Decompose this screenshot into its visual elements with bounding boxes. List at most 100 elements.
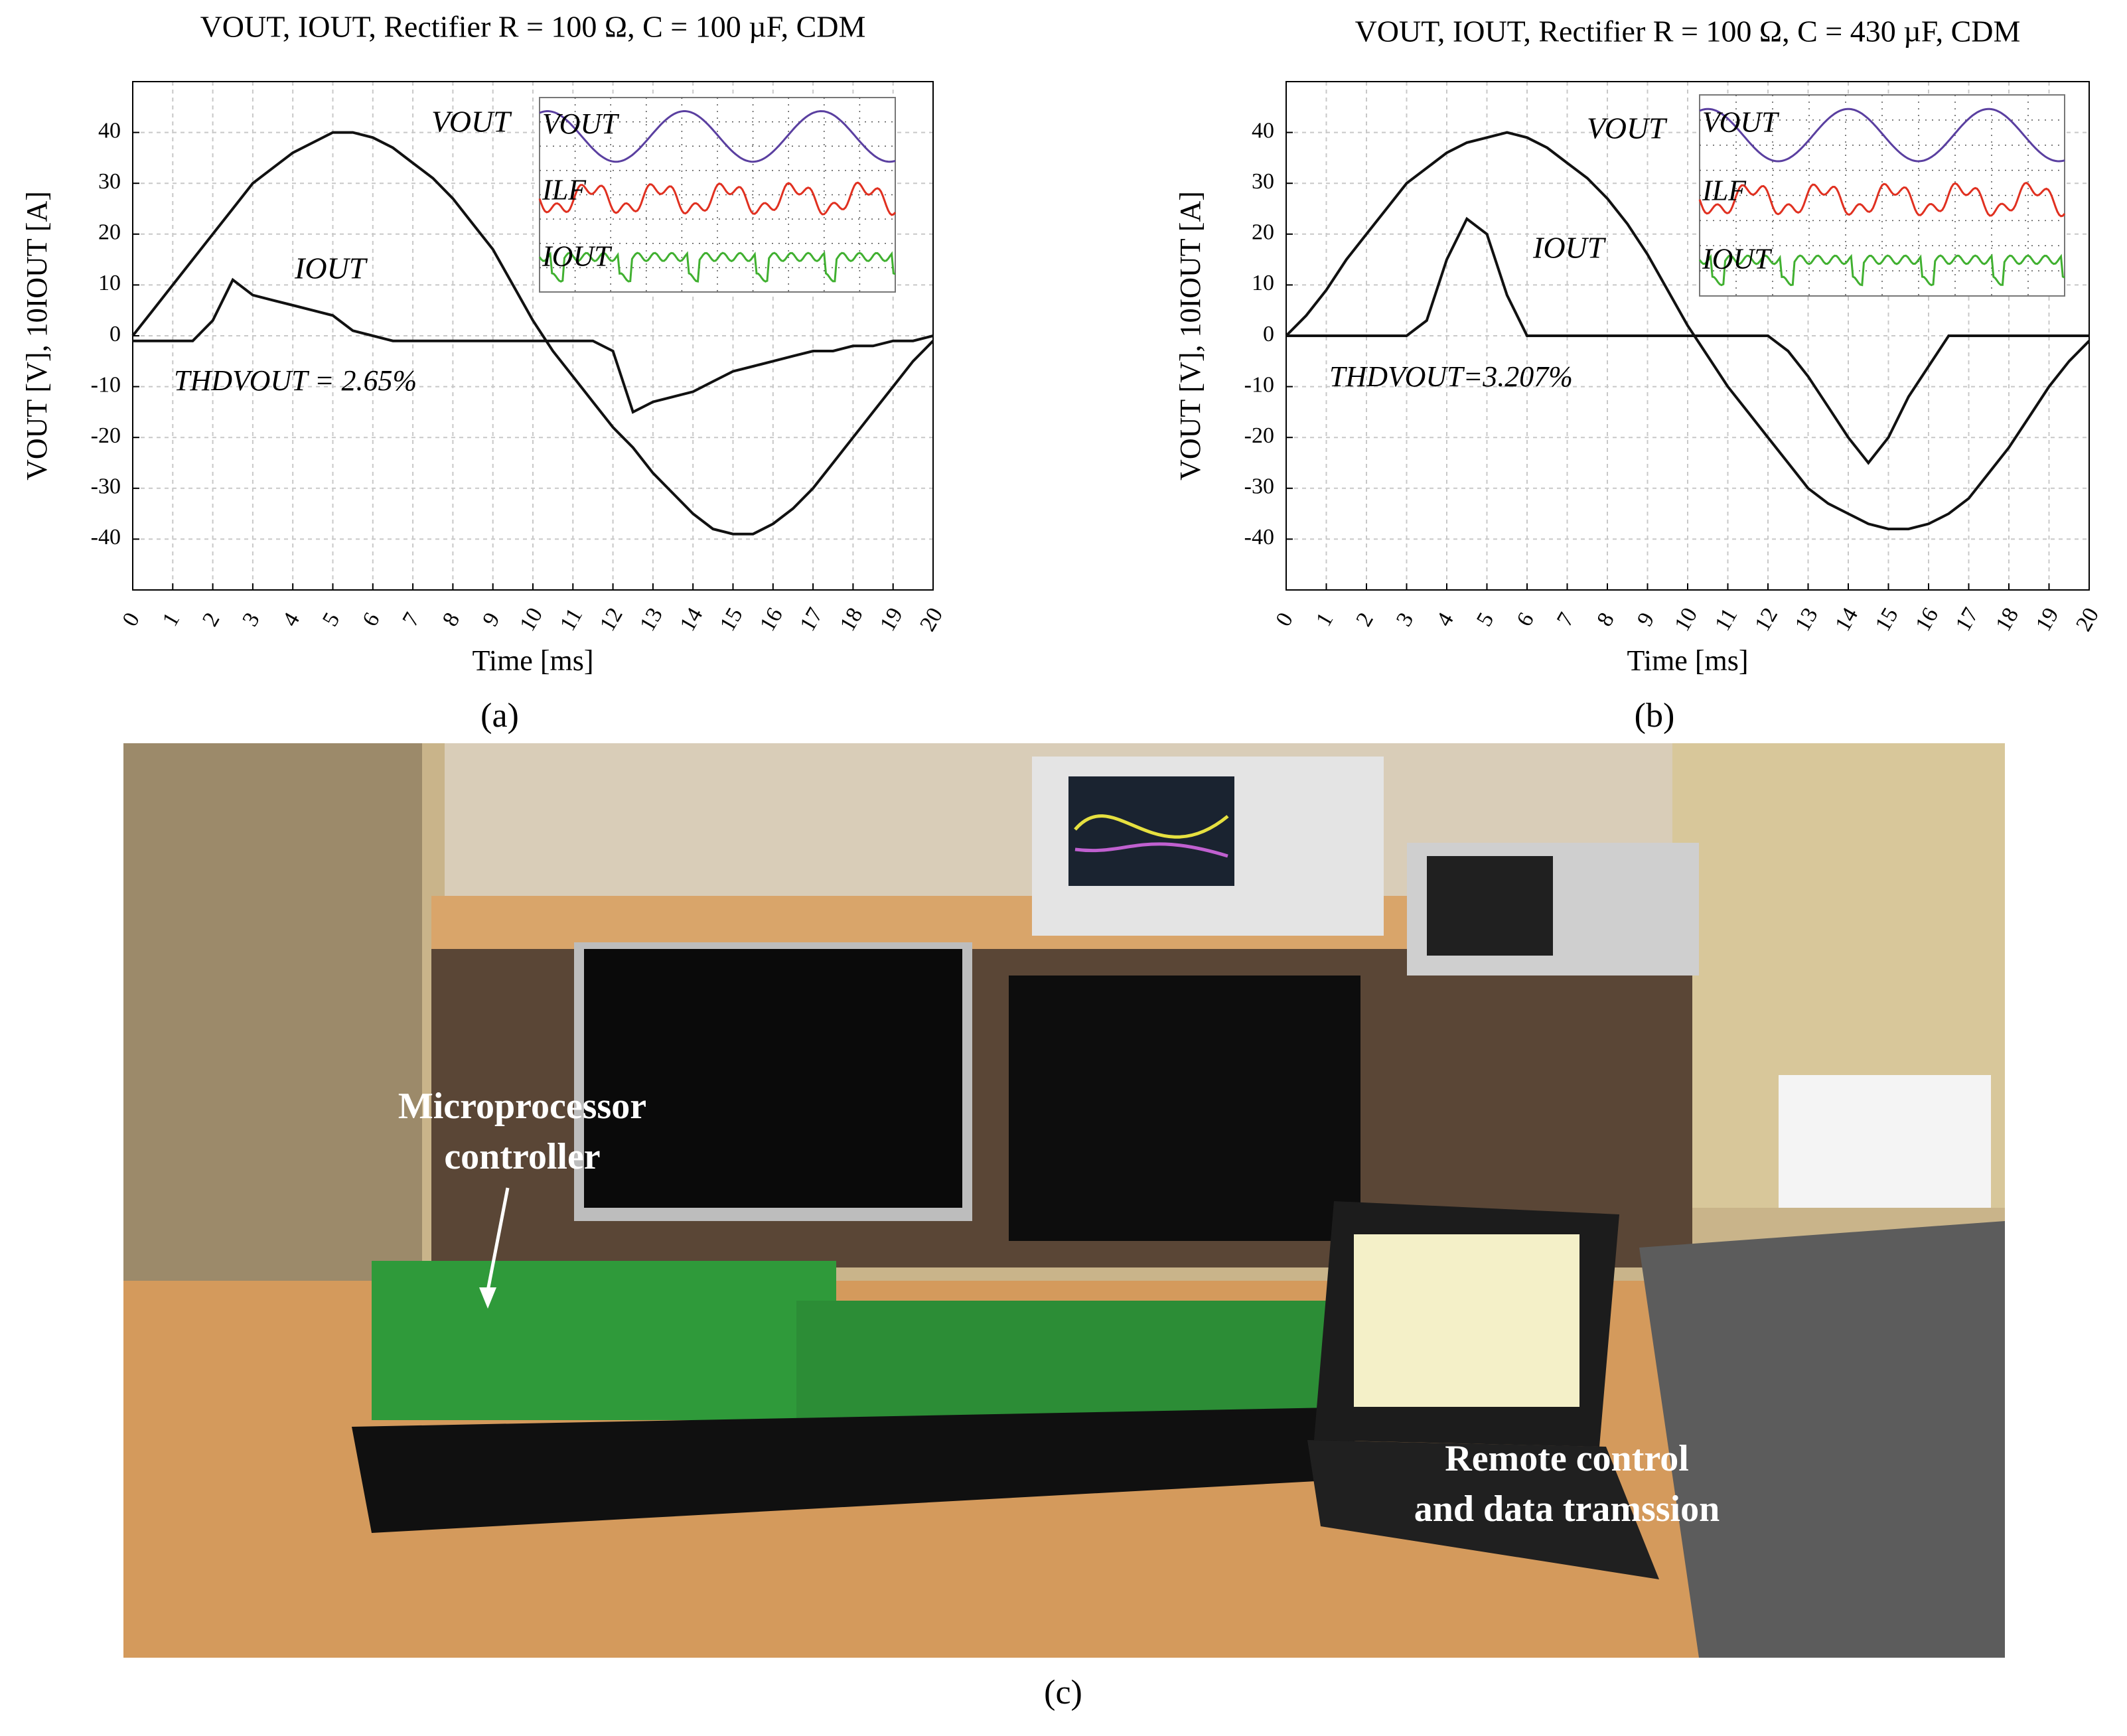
- x-tick-label: 4: [278, 609, 305, 630]
- y-axis-label: VOUT [V], 10IOUT [A]: [1174, 191, 1207, 480]
- y-tick-label: -10: [91, 372, 121, 397]
- y-tick-label: 10: [1252, 271, 1274, 295]
- y-tick-label: 40: [1252, 118, 1274, 143]
- inset-trace: [538, 251, 896, 283]
- series-label: VOUT: [1587, 111, 1668, 145]
- scope-trace: [1074, 842, 1228, 858]
- photo: Microprocessor controller Remote control…: [123, 743, 2005, 1658]
- y-tick-label: -30: [91, 474, 121, 499]
- controller-board: [372, 1261, 836, 1420]
- inset-label: VOUT: [1702, 106, 1780, 139]
- annotation: THDVOUT = 2.65%: [174, 364, 417, 397]
- x-tick-label: 6: [358, 609, 385, 630]
- x-tick-label: 5: [318, 609, 345, 630]
- x-tick-label: 19: [2031, 604, 2064, 636]
- data-line: [1285, 131, 2090, 531]
- x-tick-label: 11: [555, 604, 587, 635]
- photo-label: controller: [444, 1136, 600, 1177]
- x-tick-label: 19: [875, 604, 908, 636]
- x-tick-label: 20: [2071, 604, 2104, 636]
- data-line: [131, 131, 934, 536]
- x-tick-label: 6: [1512, 609, 1539, 630]
- x-tick-label: 0: [117, 609, 145, 630]
- y-tick-label: -30: [1244, 474, 1274, 499]
- y-tick-label: 30: [1252, 169, 1274, 194]
- inset-label: IOUT: [1702, 243, 1773, 275]
- x-tick-label: 17: [1951, 604, 1984, 636]
- laptop-screen: [1354, 1234, 1579, 1407]
- data-line: [1286, 216, 2089, 465]
- inset-label: VOUT: [542, 108, 620, 140]
- panel-label: (b): [1635, 697, 1675, 735]
- y-tick-label: 0: [1263, 322, 1274, 346]
- y-tick-label: -40: [91, 525, 121, 549]
- inset-trace: [539, 109, 896, 163]
- inset-label: ILF: [542, 174, 587, 206]
- laptop-base: [1307, 1440, 1659, 1579]
- series-label: IOUT: [1532, 231, 1607, 265]
- y-tick-label: -40: [1244, 525, 1274, 549]
- x-tick-label: 17: [795, 604, 828, 636]
- x-tick-label: 16: [1911, 604, 1943, 636]
- y-tick-label: 20: [1252, 220, 1274, 245]
- inset-label: ILF: [1702, 175, 1747, 207]
- x-tick-label: 11: [1710, 604, 1742, 635]
- x-tick-label: 20: [915, 604, 948, 636]
- annotation: THDVOUT=3.207%: [1329, 360, 1573, 393]
- x-tick-label: 1: [158, 609, 185, 630]
- y-tick-label: -10: [1244, 372, 1274, 397]
- x-tick-label: 9: [478, 609, 505, 630]
- x-tick-label: 5: [1472, 609, 1499, 630]
- chart-title: VOUT, IOUT, Rectifier R = 100 Ω, C = 100…: [200, 10, 866, 44]
- pointer-arrow: [486, 1187, 510, 1291]
- paper-roll: [1779, 1075, 1991, 1208]
- y-tick-label: -20: [91, 423, 121, 448]
- y-tick-label: 20: [98, 220, 121, 245]
- x-tick-label: 18: [1991, 604, 2023, 636]
- x-tick-label: 15: [715, 604, 748, 636]
- x-tick-label: 7: [1552, 609, 1579, 630]
- data-line: [133, 277, 934, 414]
- x-tick-label: 2: [198, 609, 225, 630]
- y-tick-label: 0: [110, 322, 121, 346]
- generator-screen: [1427, 856, 1553, 956]
- y-tick-label: -20: [1244, 423, 1274, 448]
- x-tick-label: 4: [1431, 609, 1459, 630]
- y-tick-label: 30: [98, 169, 121, 194]
- inset-trace: [1698, 181, 2066, 218]
- panel-label: (a): [480, 697, 519, 735]
- x-axis-label: Time [ms]: [473, 644, 594, 677]
- photo-label: Microprocessor: [398, 1086, 646, 1127]
- x-tick-label: 9: [1633, 609, 1660, 630]
- x-tick-label: 8: [438, 609, 465, 630]
- inset-trace: [1699, 108, 2065, 163]
- panel-label: (c): [1044, 1674, 1082, 1711]
- x-tick-label: 0: [1271, 609, 1298, 630]
- itech-supply: [1639, 1221, 2005, 1658]
- x-tick-label: 10: [515, 604, 548, 636]
- x-tick-label: 2: [1351, 609, 1378, 630]
- x-tick-label: 3: [1392, 609, 1419, 630]
- photo-label: Remote control: [1445, 1438, 1689, 1479]
- y-axis-label: VOUT [V], 10IOUT [A]: [21, 191, 53, 480]
- x-tick-label: 16: [755, 604, 788, 636]
- y-tick-label: 10: [98, 271, 121, 295]
- x-tick-label: 12: [595, 604, 628, 636]
- x-tick-label: 3: [238, 609, 265, 630]
- series-label: VOUT: [431, 105, 512, 139]
- x-tick-label: 14: [675, 604, 707, 636]
- x-tick-label: 14: [1830, 604, 1863, 636]
- x-tick-label: 10: [1670, 604, 1702, 636]
- x-tick-label: 12: [1750, 604, 1783, 636]
- x-tick-label: 7: [398, 609, 425, 630]
- y-tick-label: 40: [98, 118, 121, 143]
- x-tick-label: 1: [1311, 609, 1339, 630]
- inset-trace: [538, 181, 897, 216]
- inset-trace: [1698, 253, 2065, 287]
- series-label: IOUT: [294, 252, 368, 285]
- x-axis-label: Time [ms]: [1627, 644, 1749, 677]
- arrow-head: [479, 1287, 496, 1309]
- x-tick-label: 15: [1871, 604, 1903, 636]
- enclosure: [352, 1407, 1367, 1533]
